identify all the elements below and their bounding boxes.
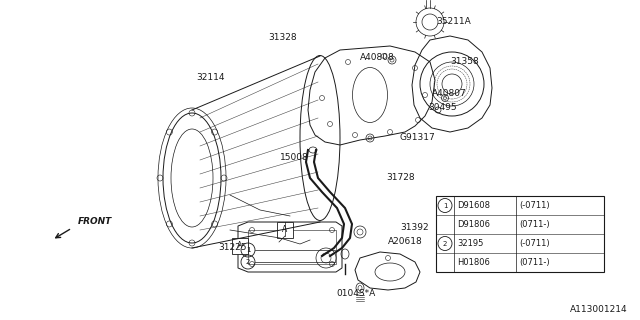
Text: H01806: H01806 bbox=[457, 258, 490, 267]
Text: 32195: 32195 bbox=[457, 239, 483, 248]
Text: 31358: 31358 bbox=[450, 58, 479, 67]
Text: 0104S*A: 0104S*A bbox=[336, 290, 375, 299]
Text: 15008: 15008 bbox=[280, 154, 308, 163]
Text: 1: 1 bbox=[443, 203, 447, 209]
Text: A113001214: A113001214 bbox=[570, 305, 628, 314]
Text: 2: 2 bbox=[246, 259, 250, 265]
Text: A40807: A40807 bbox=[432, 90, 467, 99]
Text: A: A bbox=[282, 226, 287, 235]
Bar bbox=[436, 196, 604, 272]
Text: 31225: 31225 bbox=[218, 244, 246, 252]
Text: 30495: 30495 bbox=[428, 103, 456, 113]
Text: 1: 1 bbox=[246, 247, 250, 253]
Text: A20618: A20618 bbox=[388, 237, 423, 246]
Text: (0711-): (0711-) bbox=[519, 258, 550, 267]
Bar bbox=[232, 238, 248, 254]
Text: D91608: D91608 bbox=[457, 201, 490, 210]
Text: 35211A: 35211A bbox=[436, 18, 471, 27]
Text: 2: 2 bbox=[443, 241, 447, 246]
Text: 31392: 31392 bbox=[400, 223, 429, 233]
Text: 31328: 31328 bbox=[268, 34, 296, 43]
Text: FRONT: FRONT bbox=[78, 218, 112, 227]
Text: G91317: G91317 bbox=[400, 133, 436, 142]
Text: D91806: D91806 bbox=[457, 220, 490, 229]
Text: 32114: 32114 bbox=[196, 74, 225, 83]
Text: (0711-): (0711-) bbox=[519, 220, 550, 229]
Text: A40808: A40808 bbox=[360, 53, 395, 62]
Text: (-0711): (-0711) bbox=[519, 201, 550, 210]
Text: A: A bbox=[237, 242, 243, 251]
Text: 31728: 31728 bbox=[386, 173, 415, 182]
Text: (-0711): (-0711) bbox=[519, 239, 550, 248]
Bar bbox=[277, 222, 293, 238]
